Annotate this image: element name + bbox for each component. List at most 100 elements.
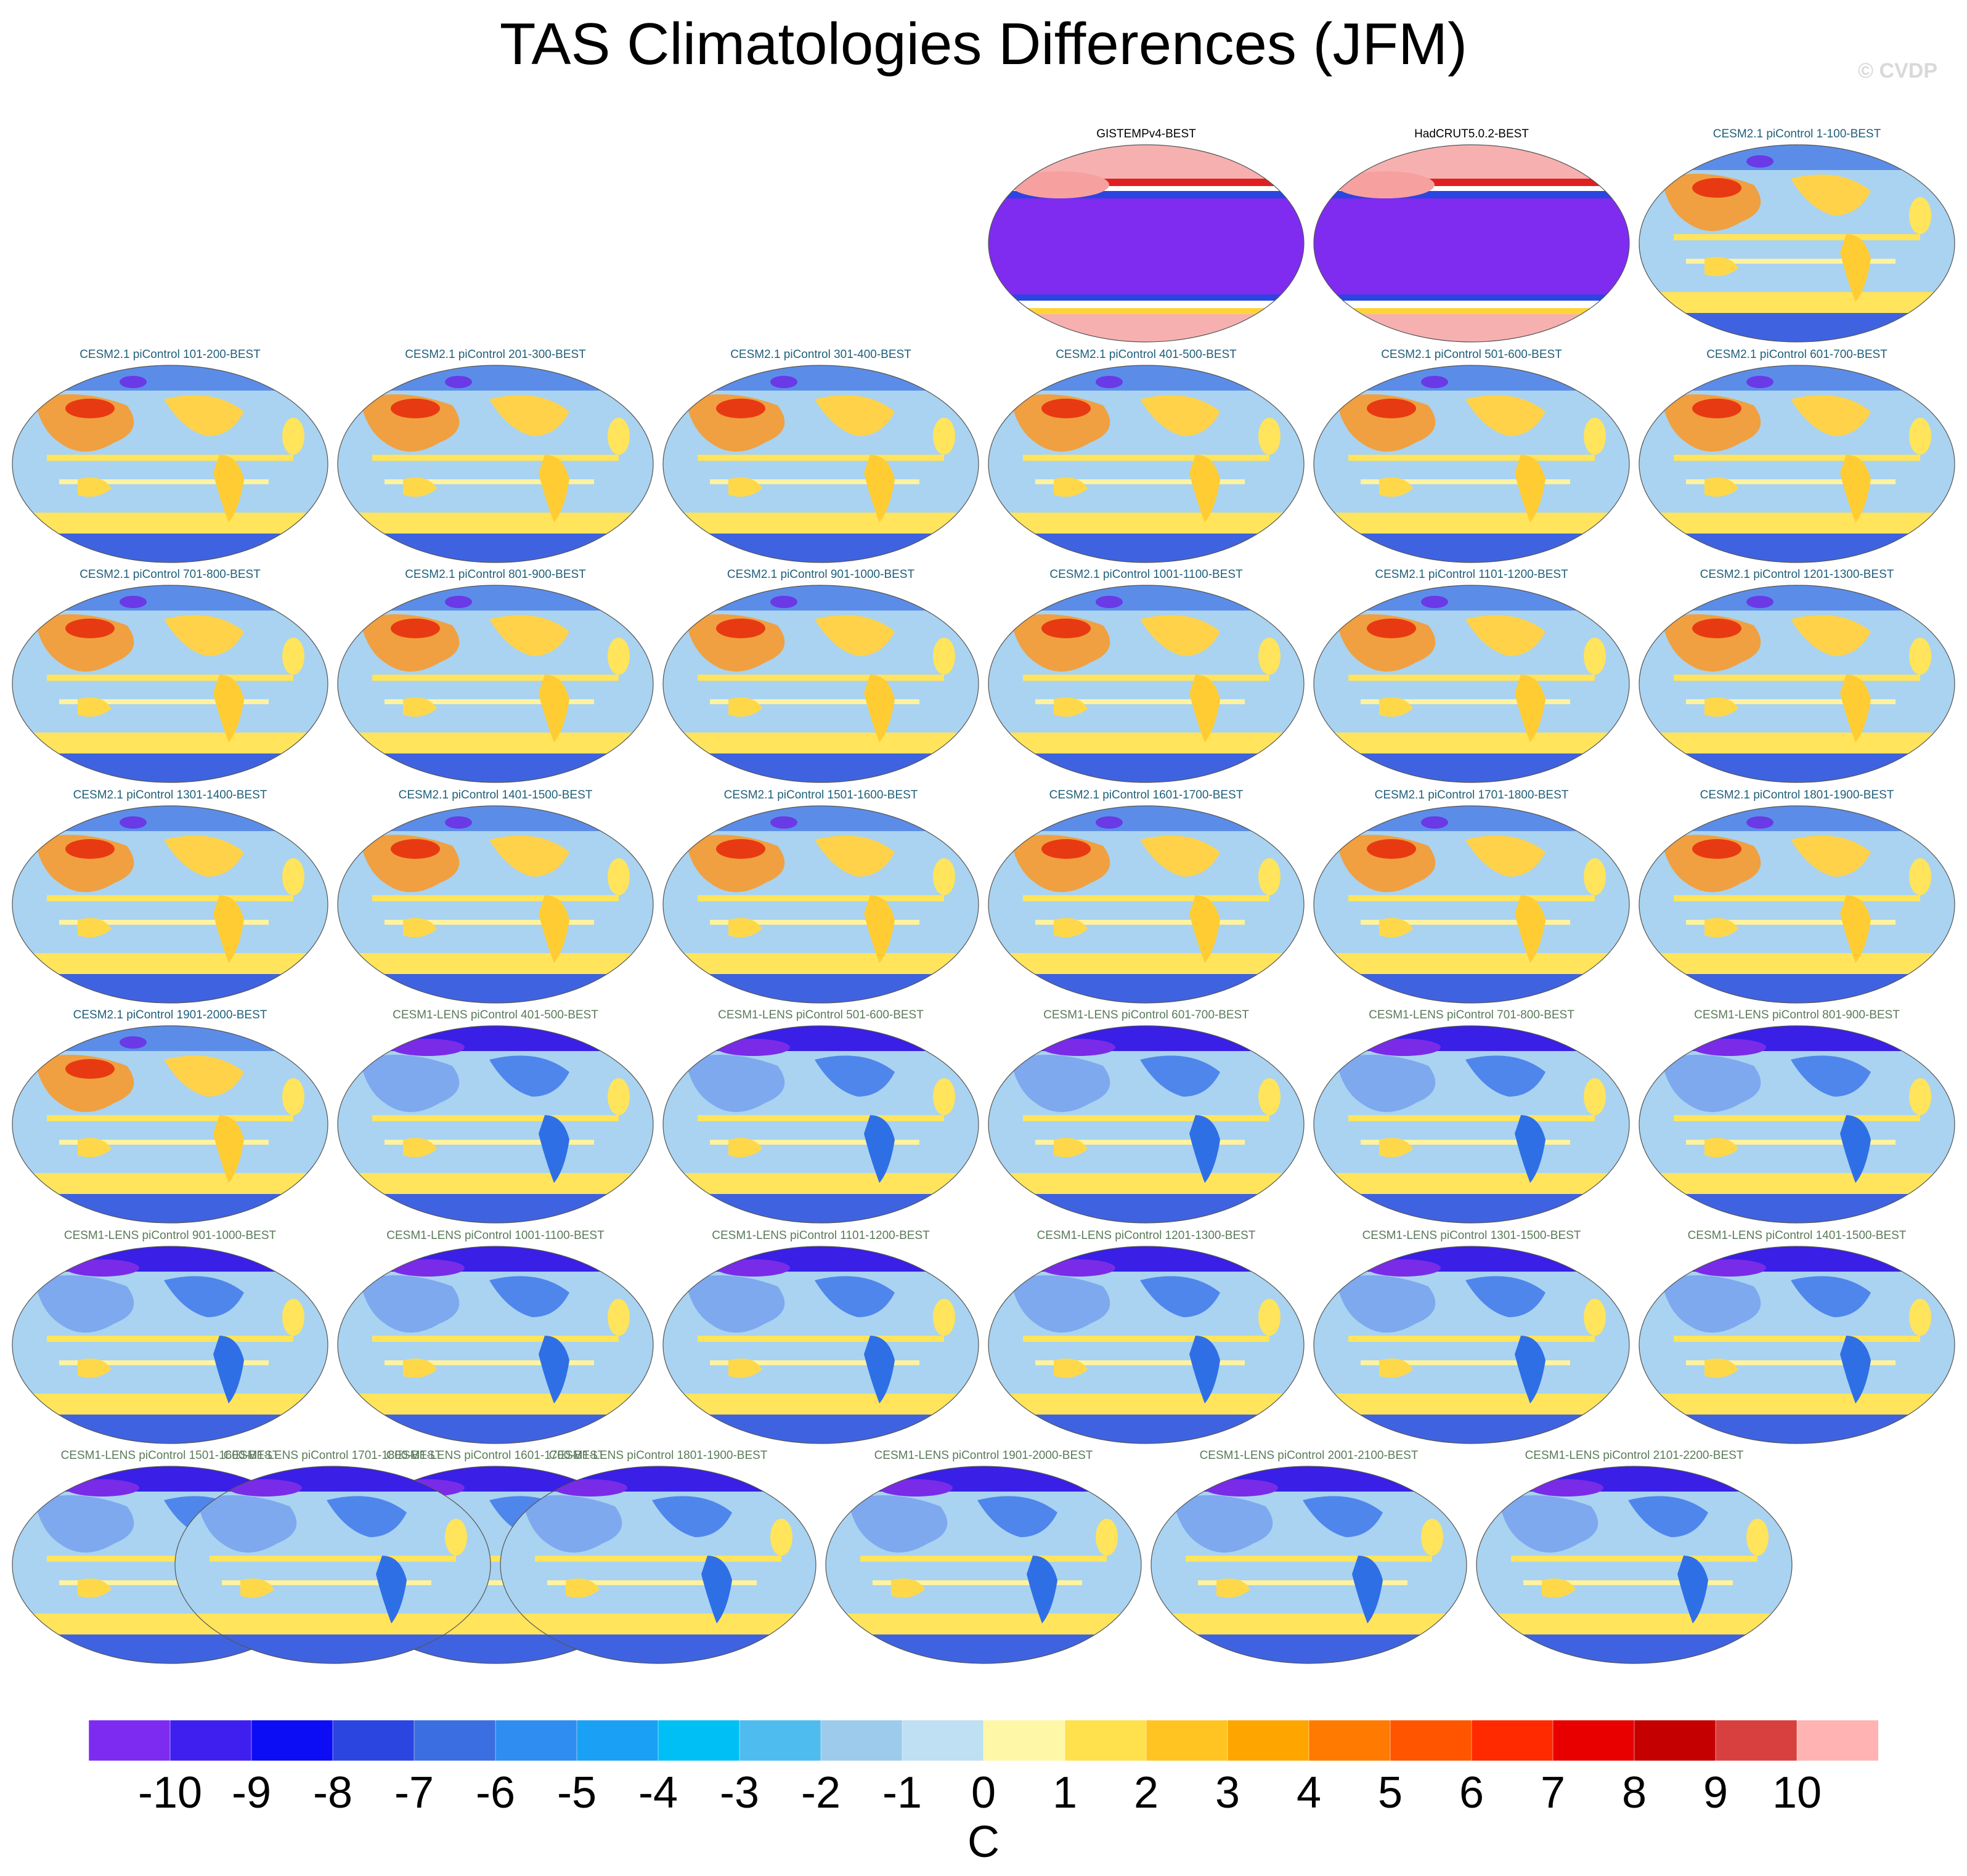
map-panel: CESM2.1 piControl 1901-2000-BEST bbox=[10, 1008, 330, 1227]
map-panel: CESM1-LENS piControl 501-600-BEST bbox=[661, 1008, 981, 1227]
panel-title: CESM2.1 piControl 1601-1700-BEST bbox=[1049, 789, 1244, 802]
map-field bbox=[500, 1466, 816, 1663]
robinson-map bbox=[988, 585, 1305, 783]
map-field bbox=[1476, 1466, 1792, 1663]
map-panel: CESM2.1 piControl 1601-1700-BEST bbox=[986, 788, 1306, 1007]
colorbar-tick-label: 6 bbox=[1459, 1768, 1484, 1817]
colorbar-box bbox=[983, 1720, 1065, 1761]
colorbar-tick-label: -4 bbox=[638, 1768, 678, 1817]
map-field bbox=[988, 1246, 1304, 1444]
panel-title: CESM2.1 piControl 1101-1200-BEST bbox=[1375, 568, 1568, 581]
panel-title: CESM1-LENS piControl 1101-1200-BEST bbox=[712, 1229, 930, 1242]
panel-title: CESM1-LENS piControl 1901-2000-BEST bbox=[874, 1449, 1093, 1462]
colorbar-tick-label: -7 bbox=[394, 1768, 434, 1817]
robinson-map bbox=[988, 1246, 1305, 1444]
panel-title: CESM1-LENS piControl 2001-2100-BEST bbox=[1199, 1449, 1419, 1462]
panel-title: GISTEMPv4-BEST bbox=[1096, 128, 1196, 140]
colorbar-box bbox=[1715, 1720, 1798, 1761]
map-field bbox=[988, 585, 1304, 782]
robinson-map bbox=[12, 365, 328, 563]
map-field bbox=[663, 585, 979, 782]
map-field bbox=[663, 1246, 979, 1444]
map-field bbox=[1639, 1026, 1955, 1223]
colorbar-box bbox=[1390, 1720, 1472, 1761]
robinson-map bbox=[1313, 805, 1630, 1004]
colorbar-tick-label: -10 bbox=[137, 1768, 203, 1817]
robinson-map bbox=[1150, 1466, 1467, 1664]
map-field bbox=[1314, 365, 1629, 562]
panel-title: CESM2.1 piControl 1501-1600-BEST bbox=[723, 789, 918, 802]
map-panel: CESM2.1 piControl 1401-1500-BEST bbox=[335, 788, 656, 1007]
panel-title: CESM2.1 piControl 201-300-BEST bbox=[405, 348, 586, 361]
map-panel: CESM2.1 piControl 1101-1200-BEST bbox=[1311, 567, 1632, 787]
map-field bbox=[988, 806, 1304, 1003]
map-field bbox=[12, 585, 328, 782]
robinson-map bbox=[988, 365, 1305, 563]
map-field bbox=[1151, 1466, 1467, 1663]
robinson-map bbox=[174, 1466, 491, 1664]
map-panel: CESM1-LENS piControl 401-500-BEST bbox=[335, 1008, 656, 1227]
panel-title: CESM1-LENS piControl 1801-1900-BEST bbox=[548, 1449, 768, 1462]
robinson-map bbox=[988, 1025, 1305, 1224]
colorbar-box bbox=[739, 1720, 821, 1761]
panel-title: CESM2.1 piControl 1801-1900-BEST bbox=[1700, 789, 1894, 802]
map-panel: CESM2.1 piControl 1801-1900-BEST bbox=[1637, 788, 1957, 1007]
robinson-map bbox=[1313, 144, 1630, 343]
colorbar-tick-label: 10 bbox=[1772, 1768, 1822, 1817]
panel-title: CESM2.1 piControl 1-100-BEST bbox=[1712, 128, 1881, 140]
panel-title: CESM1-LENS piControl 401-500-BEST bbox=[393, 1009, 598, 1021]
panel-title: CESM1-LENS piControl 2101-2200-BEST bbox=[1525, 1449, 1744, 1462]
colorbar-box bbox=[251, 1720, 333, 1761]
map-field bbox=[1639, 365, 1955, 562]
colorbar-box bbox=[902, 1720, 984, 1761]
colorbar-tick-label: -6 bbox=[475, 1768, 516, 1817]
map-panel: GISTEMPv4-BEST bbox=[986, 127, 1306, 346]
colorbar bbox=[89, 1720, 1878, 1761]
map-field bbox=[663, 1026, 979, 1223]
robinson-map bbox=[1639, 365, 1955, 563]
map-field bbox=[663, 806, 979, 1003]
map-panel: CESM2.1 piControl 1501-1600-BEST bbox=[661, 788, 981, 1007]
map-panel: CESM1-LENS piControl 701-800-BEST bbox=[1311, 1008, 1632, 1227]
map-field bbox=[988, 145, 1304, 342]
colorbar-tick-label: 1 bbox=[1052, 1768, 1078, 1817]
colorbar-box bbox=[332, 1720, 415, 1761]
panel-title: CESM1-LENS piControl 1201-1300-BEST bbox=[1036, 1229, 1256, 1242]
robinson-map bbox=[1313, 1025, 1630, 1224]
colorbar-tick-label: 5 bbox=[1377, 1768, 1403, 1817]
colorbar-tick-label: -8 bbox=[312, 1768, 353, 1817]
colorbar-box bbox=[820, 1720, 903, 1761]
robinson-map bbox=[1639, 1025, 1955, 1224]
robinson-map bbox=[12, 1025, 328, 1224]
watermark: © CVDP bbox=[1858, 59, 1937, 83]
colorbar-box bbox=[1146, 1720, 1228, 1761]
robinson-map bbox=[825, 1466, 1142, 1664]
robinson-map bbox=[1639, 1246, 1955, 1444]
panel-title: CESM1-LENS piControl 801-900-BEST bbox=[1694, 1009, 1900, 1021]
colorbar-box bbox=[1064, 1720, 1147, 1761]
panel-title: CESM2.1 piControl 1001-1100-BEST bbox=[1049, 568, 1243, 581]
robinson-map bbox=[1639, 805, 1955, 1004]
robinson-map bbox=[500, 1466, 817, 1664]
map-panel: CESM1-LENS piControl 1401-1500-BEST bbox=[1637, 1228, 1957, 1448]
colorbar-units: C bbox=[967, 1817, 1000, 1867]
colorbar-box bbox=[1308, 1720, 1391, 1761]
map-panel: CESM2.1 piControl 1301-1400-BEST bbox=[10, 788, 330, 1007]
robinson-map bbox=[1476, 1466, 1793, 1664]
robinson-map bbox=[1639, 585, 1955, 783]
robinson-map bbox=[1313, 365, 1630, 563]
map-field bbox=[12, 806, 328, 1003]
map-panel: CESM1-LENS piControl 1301-1500-BEST bbox=[1311, 1228, 1632, 1448]
panel-title: CESM1-LENS piControl 1001-1100-BEST bbox=[386, 1229, 605, 1242]
map-field bbox=[1314, 145, 1629, 342]
panel-title: CESM2.1 piControl 901-1000-BEST bbox=[727, 568, 915, 581]
map-panel: CESM2.1 piControl 701-800-BEST bbox=[10, 567, 330, 787]
map-field bbox=[988, 365, 1304, 562]
map-panel: CESM1-LENS piControl 601-700-BEST bbox=[986, 1008, 1306, 1227]
map-field bbox=[12, 1026, 328, 1223]
map-panel: CESM2.1 piControl 301-400-BEST bbox=[661, 347, 981, 567]
map-panel: CESM2.1 piControl 201-300-BEST bbox=[335, 347, 656, 567]
robinson-map bbox=[1313, 1246, 1630, 1444]
colorbar-tick-label: 3 bbox=[1215, 1768, 1240, 1817]
panel-title: CESM1-LENS piControl 1701-1800-BEST bbox=[223, 1449, 442, 1462]
